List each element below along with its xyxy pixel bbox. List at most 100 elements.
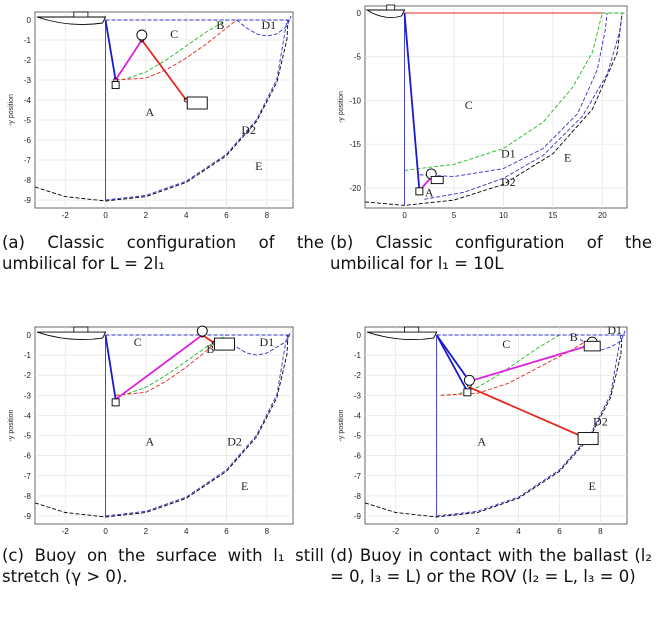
series-line [115,334,203,401]
series-line [440,340,587,396]
x-tick-label: 6 [224,527,229,536]
y-tick-label: 0 [357,9,362,18]
y-tick-label: 0 [27,16,32,25]
y-axis-label: -y position [338,409,345,441]
region-label: C [134,335,142,349]
series-line [115,19,237,81]
boat-cabin [73,326,89,333]
x-tick-label: 2 [475,527,480,536]
series-line [435,334,471,382]
rov [430,175,444,185]
series-line [436,334,622,517]
buoy [136,29,148,41]
series-line [364,334,623,518]
boat-cabin [73,11,89,18]
y-axis-label: -y position [8,409,15,441]
y-tick-label: -7 [354,472,362,481]
rov [186,96,208,110]
y-tick-label: -5 [354,432,362,441]
plot-area [34,326,294,525]
series-line [469,386,581,437]
y-tick-label: 0 [357,331,362,340]
series-line [34,19,289,202]
series-line [141,39,187,101]
y-tick-label: 0 [27,331,32,340]
boat-cabin [404,326,420,333]
region-label: C [465,98,473,112]
y-tick-label: -3 [24,391,32,400]
y-tick-label: -5 [24,432,32,441]
y-tick-label: -1 [24,351,32,360]
region-label: D2 [241,123,256,137]
y-tick-label: -15 [349,140,361,149]
boat [36,16,107,26]
series-line [104,334,117,400]
caption: (d) Buoy in contact with the ballast (l₂… [330,546,652,586]
region-label: D2 [593,415,608,429]
x-tick-label: -2 [62,527,70,536]
panel: -2 0 2 4 6 8 0 -1 -2 -3 -4 -5 -6 -7 -8 -9 -y position A B C… [8,325,294,536]
y-tick-label: -2 [354,371,362,380]
series-line [435,334,469,392]
series-line [419,12,608,177]
boat [365,9,406,18]
y-tick-label: -20 [349,184,361,193]
region-label: E [255,159,262,173]
x-tick-label: 8 [598,527,603,536]
plot-area [364,5,628,209]
series-line [34,334,289,518]
panel: -2 0 2 4 6 8 0 -1 -2 -3 -4 -5 -6 -7 -8 -9 -y position A B C… [338,323,628,536]
x-tick-label: 0 [103,527,108,536]
boat-cabin [386,4,396,11]
x-tick-label: 6 [224,211,229,220]
ballast [111,81,120,89]
plot-area [364,326,628,525]
caption: (c) Buoy on the surface with l₁ still st… [2,546,324,586]
y-tick-label: -4 [354,411,362,420]
region-label: C [502,337,510,351]
region-label: B [216,18,224,32]
region-label: D1 [261,18,276,32]
region-label: D1 [607,323,622,337]
region-label: E [589,479,596,493]
y-tick-label: -4 [24,411,32,420]
y-tick-label: -3 [354,391,362,400]
x-tick-label: 8 [265,211,270,220]
series-line [440,334,560,396]
x-tick-label: -2 [62,211,70,220]
region-label: B [570,330,578,344]
x-tick-label: 5 [452,211,457,220]
ballast [111,398,120,407]
y-tick-label: -10 [349,96,361,105]
series-line [115,19,227,81]
region-label: E [241,479,248,493]
y-tick-label: -7 [24,156,32,165]
x-tick-label: 0 [402,211,407,220]
y-tick-label: -6 [354,452,362,461]
y-tick-label: -4 [24,96,32,105]
x-tick-label: 4 [516,527,521,536]
x-tick-label: 0 [434,527,439,536]
series-line [424,12,623,200]
y-tick-label: -6 [24,452,32,461]
series-line [236,15,292,37]
series-line [104,19,117,81]
rov [214,337,235,351]
y-tick-label: -8 [354,492,362,501]
series-line [201,334,215,344]
series-line [364,12,623,206]
region-label: C [170,27,178,41]
region-label: D2 [227,435,242,449]
y-tick-label: -9 [24,512,32,521]
series-line [115,334,227,396]
plot-area [34,11,294,209]
ballast [463,388,472,397]
region-label: D1 [259,335,274,349]
series-line [226,330,292,356]
series-line [105,19,288,201]
series-line [404,12,603,171]
boat [36,331,107,341]
y-tick-label: -8 [24,492,32,501]
x-tick-label: 2 [144,527,149,536]
